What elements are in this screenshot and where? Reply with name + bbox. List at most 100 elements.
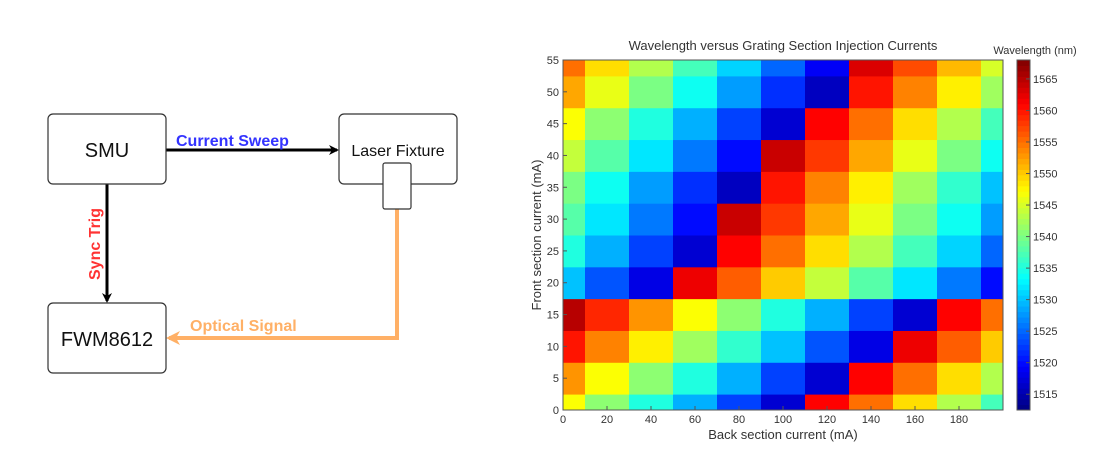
colorbar-segment [1017,60,1030,66]
laser-output-port [382,162,412,210]
x-tick-label: 80 [733,414,745,426]
heatmap-cell [585,298,630,331]
y-tick-label: 50 [547,87,559,99]
heatmap-cell [673,362,718,395]
heatmap-cell [805,203,850,236]
heatmap-cell [805,171,850,204]
heatmap-cell [893,171,938,204]
heatmap-cell [981,203,1004,236]
optical-signal-arrow [166,209,399,345]
heatmap-cell [717,60,762,77]
colorbar-segment [1017,327,1030,334]
heatmap-cell [893,266,938,300]
heatmap-cell [893,394,938,411]
x-tick-label: 180 [950,414,968,426]
colorbar-segment [1017,76,1030,83]
heatmap-cell [629,235,674,268]
heatmap-cell [629,60,674,77]
heatmap-cell [717,75,762,109]
colorbar-tick-label: 1545 [1033,200,1057,212]
heatmap-cell [937,60,982,77]
heatmap-cell [849,75,894,109]
colorbar-ticks: 1515 1520 1525 1530 1535 1540 1545 1550 1555 1560… [1026,74,1057,401]
heatmap-cell [805,362,850,395]
heatmap-cell [585,75,630,109]
colorbar-segment [1017,114,1030,121]
heatmap-cell [981,266,1004,300]
heatmap-cell [849,107,894,141]
heatmap-cell [673,330,718,363]
colorbar-segment [1017,284,1030,291]
laser-fixture-label: Laser Fixture [351,143,444,160]
heatmap-cell [761,203,806,236]
heatmap-cell [849,266,894,300]
heatmap-cell [893,298,938,331]
colorbar-tick-label: 1515 [1033,389,1057,401]
x-axis-label: Back section current (mA) [708,427,858,442]
y-tick-label: 35 [547,182,559,194]
heatmap-cell [849,362,894,395]
heatmap-cell [761,60,806,77]
y-tick-label: 20 [547,278,559,290]
heatmap-cell [717,203,762,236]
heatmap-cell [937,203,982,236]
heatmap-cell [673,139,718,172]
heatmap-cell [761,298,806,331]
heatmap-cell [717,266,762,300]
colorbar-segment [1017,169,1030,176]
heatmap-cell [585,266,630,300]
heatmap-cell [981,330,1004,363]
heatmap-cell [937,107,982,141]
colorbar-segment [1017,224,1030,231]
x-tick-label: 60 [689,414,701,426]
colorbar-segment [1017,366,1030,373]
heatmap-cell [805,330,850,363]
heatmap-cell [717,330,762,363]
colorbar-segment [1017,103,1030,110]
colorbar-frame [1016,59,1031,411]
x-tick-label: 20 [601,414,613,426]
colorbar-segment [1017,70,1030,77]
heatmap-cell [629,75,674,109]
y-tick-label: 10 [547,341,559,353]
colorbar-segment [1017,273,1030,280]
colorbar-segment [1017,213,1030,220]
heatmap-cell [673,235,718,268]
y-axis: 0 5 10 15 20 25 30 35 40 45 50 55 [547,55,567,417]
colorbar-segment [1017,142,1030,148]
colorbar-segment [1017,131,1030,138]
colorbar-segment [1017,278,1030,285]
colorbar-segment [1017,333,1030,340]
heatmap-cell [849,60,894,77]
heatmap-cell [937,394,982,411]
colorbar-segment [1017,295,1030,302]
heatmap-cell [585,171,630,204]
smu-label: SMU [85,140,129,162]
heatmap-cell [849,171,894,204]
heatmap-cell [761,171,806,204]
colorbar-segment [1017,163,1030,170]
colorbar-segment [1017,136,1030,143]
y-tick-label: 55 [547,55,559,67]
colorbar-segment [1017,382,1030,389]
colorbar-segment [1017,229,1030,236]
heatmap-cell [849,235,894,268]
heatmap-cell [937,362,982,395]
heatmap-cell [761,235,806,268]
heatmap-cell [673,298,718,331]
heatmap-cell [585,60,630,77]
heatmap-cell [563,266,586,300]
heatmap-cell [673,107,718,141]
colorbar-segment [1017,317,1030,323]
heatmap-cell [937,235,982,268]
colorbar-segment [1017,311,1030,318]
colorbar-segment [1017,322,1030,329]
colorbar-segment [1017,388,1030,395]
heatmap-chart: Wavelength versus Grating Section Inject… [529,38,1077,442]
colorbar-segment [1017,393,1030,400]
colorbar-tick-label: 1520 [1033,358,1057,370]
heatmap-cell [563,60,586,77]
colorbar-segment [1017,158,1030,165]
heatmap-cell [849,203,894,236]
